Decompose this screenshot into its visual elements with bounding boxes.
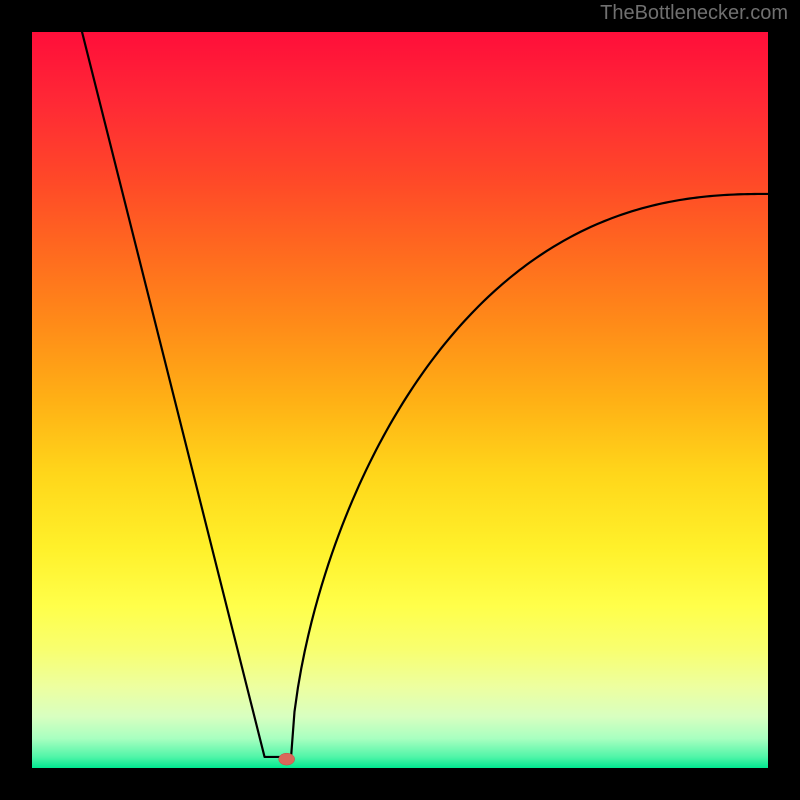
watermark-text: TheBottlenecker.com [600,2,788,25]
chart-svg [0,0,800,800]
chart-container: TheBottlenecker.com [0,0,800,800]
min-marker [279,753,295,765]
plot-background [32,32,768,768]
